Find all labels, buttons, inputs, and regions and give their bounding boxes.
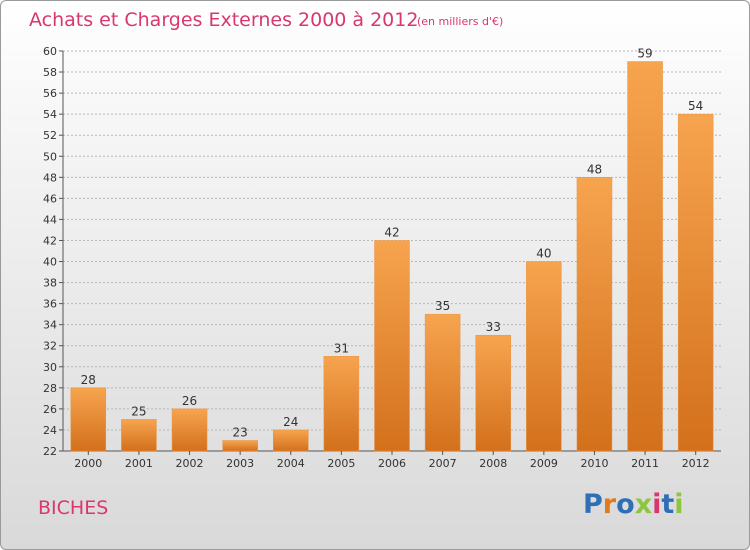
bar xyxy=(677,113,714,452)
data-label: 40 xyxy=(536,247,551,261)
y-tick-label: 28 xyxy=(43,382,57,395)
data-label: 59 xyxy=(637,47,652,61)
y-tick-label: 42 xyxy=(43,234,57,247)
bar xyxy=(323,356,360,452)
data-label: 35 xyxy=(435,299,450,313)
data-label: 31 xyxy=(334,341,349,355)
y-tick-label: 48 xyxy=(43,171,57,184)
bar xyxy=(121,419,157,452)
logo-letter: x xyxy=(634,489,653,520)
data-label: 26 xyxy=(182,394,197,408)
bar xyxy=(424,313,461,452)
bar xyxy=(627,61,663,452)
y-tick-label: 46 xyxy=(43,192,57,205)
data-label: 23 xyxy=(233,425,248,439)
x-tick-label: 2004 xyxy=(277,457,305,470)
x-tick-label: 2011 xyxy=(631,457,659,470)
y-tick-label: 44 xyxy=(43,213,57,226)
data-label: 24 xyxy=(283,415,298,429)
x-tick-label: 2007 xyxy=(429,457,457,470)
x-tick-label: 2012 xyxy=(682,457,710,470)
chart-title: Achats et Charges Externes 2000 à 2012 xyxy=(29,9,419,31)
y-tick-label: 40 xyxy=(43,256,57,269)
logo-letter: P xyxy=(583,489,603,520)
logo-letter: o xyxy=(616,489,635,520)
logo-letter: t xyxy=(661,489,675,520)
data-label: 25 xyxy=(131,404,146,418)
y-tick-label: 54 xyxy=(43,108,57,121)
data-label: 33 xyxy=(486,320,501,334)
logo-letter: i xyxy=(652,489,662,520)
data-label: 28 xyxy=(81,373,96,387)
logo-letter: i xyxy=(674,489,684,520)
x-tick-label: 2002 xyxy=(176,457,204,470)
bar xyxy=(70,387,107,452)
x-tick-label: 2006 xyxy=(378,457,406,470)
y-tick-label: 24 xyxy=(43,424,57,437)
y-tick-label: 32 xyxy=(43,340,57,353)
data-label: 48 xyxy=(587,162,602,176)
bar xyxy=(222,440,258,452)
proxiti-logo: Proxiti xyxy=(583,489,684,520)
y-tick-label: 26 xyxy=(43,403,57,416)
y-tick-label: 52 xyxy=(43,129,57,142)
bar xyxy=(273,429,309,452)
x-tick-label: 2009 xyxy=(530,457,558,470)
x-tick-label: 2005 xyxy=(327,457,355,470)
data-label: 54 xyxy=(688,99,703,113)
x-tick-label: 2001 xyxy=(125,457,153,470)
y-tick-label: 58 xyxy=(43,66,57,79)
y-tick-label: 36 xyxy=(43,298,57,311)
x-tick-label: 2003 xyxy=(226,457,254,470)
x-tick-label: 2008 xyxy=(479,457,507,470)
x-tick-label: 2000 xyxy=(74,457,102,470)
chart-subtitle: (en milliers d'€) xyxy=(417,15,504,28)
bar xyxy=(526,261,562,452)
y-tick-label: 56 xyxy=(43,87,57,100)
bar xyxy=(576,177,613,452)
y-tick-label: 50 xyxy=(43,150,57,163)
commune-name: BICHES xyxy=(38,497,109,519)
bar xyxy=(475,334,511,452)
data-label: 42 xyxy=(384,225,399,239)
y-tick-label: 22 xyxy=(43,445,57,458)
bar xyxy=(374,240,410,452)
bar xyxy=(171,408,208,452)
logo-letter: r xyxy=(602,489,617,520)
y-tick-label: 38 xyxy=(43,277,57,290)
y-tick-label: 60 xyxy=(43,45,57,58)
y-tick-label: 34 xyxy=(43,319,57,332)
x-tick-label: 2010 xyxy=(580,457,608,470)
y-tick-label: 30 xyxy=(43,361,57,374)
